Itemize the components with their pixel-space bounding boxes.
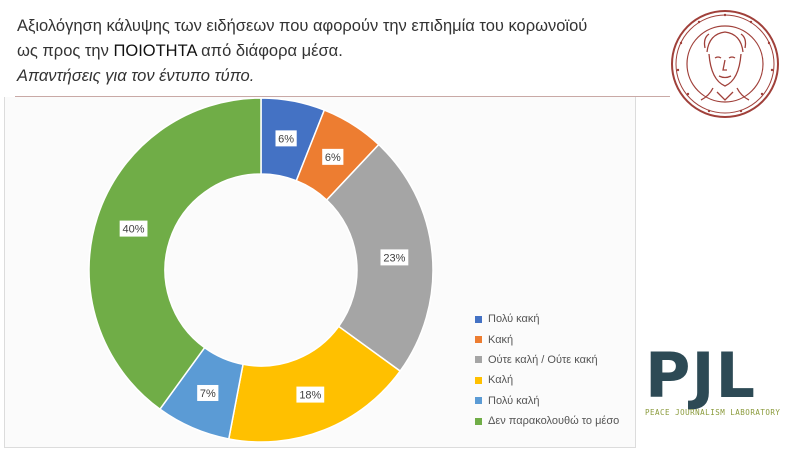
donut-chart: 6% 6% 23% 18% 7% 40% [88, 97, 434, 443]
legend-label-1: Κακή [488, 333, 514, 346]
slide-subtitle-end: . [249, 67, 255, 85]
legend-swatch-1 [475, 336, 482, 344]
slide-title-text-2: ως προς την [17, 42, 114, 60]
data-label-2: 23% [383, 252, 405, 264]
legend-swatch-3 [475, 376, 482, 384]
data-label-4: 7% [200, 388, 216, 400]
legend-swatch-2 [475, 356, 482, 364]
data-label-box-2 [380, 249, 409, 266]
legend-label-5: Δεν παρακολουθώ το μέσο [488, 415, 620, 428]
legend-item-0: Πολύ κακή [475, 309, 619, 329]
legend-swatch-0 [475, 315, 482, 323]
data-label-3: 18% [299, 390, 321, 402]
data-label-5: 40% [123, 224, 145, 236]
data-label-1: 6% [325, 152, 341, 164]
slide-title-line-2: ως προς την ΠΟΙΟΤΗΤΑ από διάφορα μέσα. [17, 39, 667, 64]
data-label-box-3 [296, 386, 325, 403]
legend-label-0: Πολύ κακή [488, 313, 540, 326]
legend-item-1: Κακή [475, 329, 619, 349]
legend-item-2: Ούτε καλή / Ούτε κακή [475, 350, 619, 370]
pjl-logo-tagline: PEACE JOURNALISM LABORATORY [645, 408, 781, 417]
slide-header: Αξιολόγηση κάλυψης των ειδήσεων που αφορ… [17, 14, 667, 89]
legend-item-3: Καλή [475, 370, 619, 390]
university-seal-logo [671, 10, 779, 118]
data-label-0: 6% [278, 133, 294, 145]
slide-title-emphasis: ΠΟΙΟΤΗΤΑ [113, 42, 197, 60]
chart-legend: Πολύ κακή Κακή Ούτε καλή / Ούτε κακή Καλή Πο… [475, 309, 619, 431]
chart-frame: 6% 6% 23% 18% 7% 40% Πολύ κακή Κακή Ούτε καλή /… [4, 97, 636, 448]
data-label-box-1 [322, 148, 344, 165]
legend-label-2: Ούτε καλή / Ούτε κακή [488, 353, 598, 366]
legend-item-5: Δεν παρακολουθώ το μέσο [475, 411, 619, 431]
pjl-logo-letters: PJL [645, 339, 757, 412]
slide-title-text: Αξιολόγηση κάλυψης των ειδήσεων που αφορ… [17, 17, 588, 35]
slide-title-line-1: Αξιολόγηση κάλυψης των ειδήσεων που αφορ… [17, 14, 667, 39]
legend-label-3: Καλή [488, 374, 514, 387]
data-label-box-4 [197, 384, 219, 401]
legend-item-4: Πολύ καλή [475, 391, 619, 411]
slide-subtitle: Απαντήσεις για τον έντυπο τύπο. [17, 64, 667, 89]
legend-swatch-4 [475, 397, 482, 405]
slide-title-text-3: από διάφορα μέσα. [196, 42, 343, 60]
legend-swatch-5 [475, 417, 482, 425]
data-label-box-0 [275, 130, 297, 147]
slide-subtitle-emphasis: έντυπο τύπο [159, 67, 250, 85]
donut-slice-5 [88, 97, 262, 411]
pjl-logo: PJL PEACE JOURNALISM LABORATORY [645, 345, 785, 425]
header-divider [15, 96, 670, 97]
data-label-box-5 [119, 220, 148, 237]
legend-label-4: Πολύ καλή [488, 394, 540, 407]
slide-subtitle-text: Απαντήσεις για τον [17, 67, 160, 85]
donut-slice-2 [325, 143, 434, 373]
